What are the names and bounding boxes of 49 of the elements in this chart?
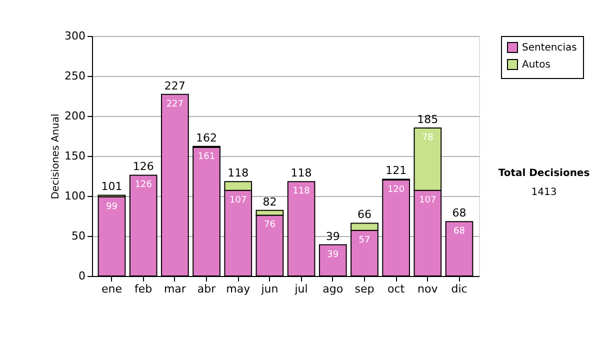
data-label: 126 — [134, 180, 152, 190]
y-tick-label: 100 — [64, 190, 86, 202]
total-label: 185 — [417, 113, 438, 126]
data-label: 107 — [230, 195, 247, 206]
data-label: 39 — [327, 250, 339, 260]
y-tick-label: 150 — [64, 150, 86, 162]
y-tick-label: 300 — [64, 30, 86, 42]
total-label: 227 — [164, 79, 186, 92]
total-label: 39 — [326, 230, 340, 243]
legend-label: Autos — [522, 60, 550, 70]
x-tick-label: oct — [388, 282, 406, 296]
total-label: 162 — [196, 131, 218, 144]
data-label: 78 — [422, 133, 434, 143]
data-label: 161 — [198, 152, 216, 162]
x-tick-label: mar — [164, 282, 186, 296]
data-label: 118 — [292, 186, 310, 197]
x-tick-label: feb — [134, 282, 152, 296]
data-label: 227 — [166, 99, 184, 110]
x-tick-label: may — [226, 282, 251, 296]
y-axis-title: Decisiones Anual — [50, 114, 62, 200]
y-tick-label: 250 — [64, 70, 86, 82]
y-tick-label: 50 — [72, 230, 86, 242]
data-label: 57 — [358, 235, 370, 246]
total-label: 68 — [452, 206, 466, 220]
y-tick-label: 0 — [78, 270, 86, 282]
x-tick-label: abr — [197, 282, 216, 296]
x-tick-label: jun — [260, 282, 278, 296]
text: Total Decisiones — [498, 168, 590, 179]
total-label: 121 — [386, 164, 407, 178]
total-label: 66 — [357, 208, 372, 222]
total-label: 126 — [132, 160, 154, 174]
total-label: 82 — [262, 195, 277, 208]
data-label: 120 — [387, 185, 405, 195]
x-tick-label: jul — [294, 282, 308, 296]
x-tick-label: sep — [354, 282, 374, 296]
data-label: 68 — [454, 226, 466, 237]
x-tick-label: nov — [418, 282, 438, 296]
x-tick-label: dic — [451, 282, 468, 296]
legend-label: Sentencias — [522, 42, 577, 54]
data-label: 107 — [419, 195, 436, 206]
x-tick-label: ene — [101, 282, 122, 296]
text: 1413 — [531, 187, 557, 198]
x-tick-label: ago — [322, 282, 344, 296]
data-label: 76 — [264, 220, 276, 230]
total-label: 118 — [228, 166, 249, 180]
y-tick-label: 200 — [64, 110, 86, 122]
total-label: 101 — [101, 180, 122, 194]
total-label: 118 — [290, 166, 312, 180]
data-label: 99 — [106, 202, 118, 212]
